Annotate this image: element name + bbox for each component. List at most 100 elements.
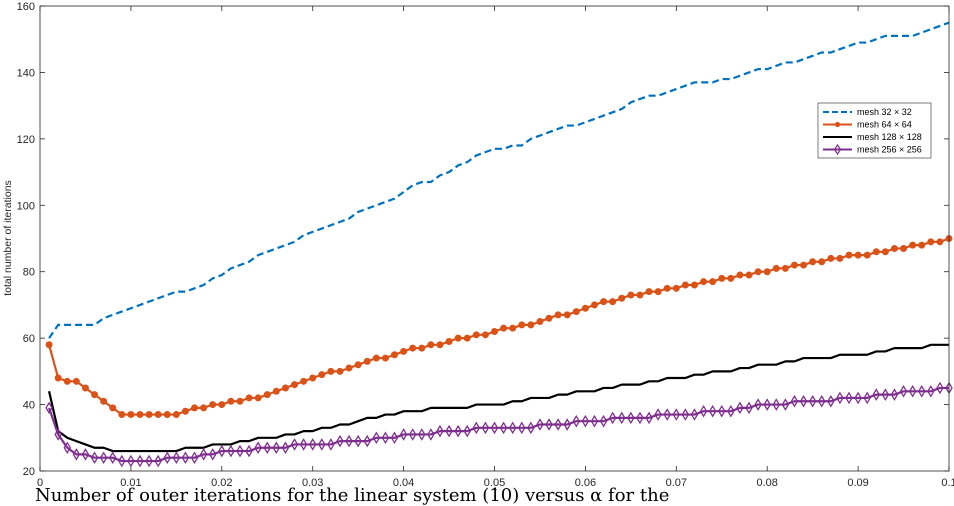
data-point	[54, 374, 62, 382]
data-point	[827, 254, 835, 262]
data-point	[136, 454, 144, 468]
data-point	[509, 324, 517, 332]
data-point	[545, 418, 553, 431]
series-line	[48, 21, 950, 339]
series-line	[48, 237, 950, 416]
data-point	[218, 401, 226, 409]
data-point	[227, 444, 235, 458]
data-point	[445, 424, 453, 438]
data-point	[663, 408, 671, 421]
y-tick-label: 60	[23, 333, 35, 345]
data-point	[418, 344, 426, 352]
data-point	[581, 304, 589, 312]
data-point	[827, 394, 835, 408]
x-tick-label: 0.02	[211, 477, 232, 489]
data-point	[145, 411, 153, 419]
data-point	[754, 268, 762, 276]
data-point	[81, 448, 90, 461]
data-point	[45, 401, 53, 415]
data-point	[318, 371, 326, 379]
data-point	[409, 344, 417, 352]
data-point	[336, 367, 344, 375]
data-point	[381, 354, 389, 362]
data-point	[799, 394, 808, 408]
y-tick-label: 20	[23, 466, 35, 478]
data-point	[709, 278, 717, 286]
data-point	[463, 424, 471, 438]
data-point	[208, 448, 217, 461]
data-point	[518, 321, 526, 329]
data-point	[581, 414, 590, 428]
data-point	[754, 398, 762, 411]
data-point	[781, 264, 789, 272]
data-point	[381, 431, 390, 445]
series-layer	[45, 21, 953, 468]
y-axis-label: total number of iterations	[2, 180, 14, 296]
data-point	[472, 421, 481, 435]
data-point	[454, 334, 462, 342]
data-point	[445, 337, 453, 345]
data-point	[608, 411, 617, 425]
data-point	[772, 264, 780, 272]
data-point	[299, 438, 308, 451]
data-point	[909, 241, 917, 249]
data-point	[418, 428, 426, 441]
data-point	[236, 444, 244, 458]
data-point	[327, 367, 335, 375]
x-tick-label: 0.1	[941, 477, 954, 489]
data-point	[345, 364, 353, 372]
legend-item: mesh 32 × 32	[823, 107, 912, 117]
data-point	[936, 238, 944, 246]
data-point	[491, 328, 498, 335]
data-point	[745, 401, 753, 415]
data-point	[318, 438, 326, 451]
legend-item: mesh 64 × 64	[823, 120, 912, 130]
data-point	[627, 291, 635, 299]
data-point	[763, 398, 771, 411]
data-point	[890, 388, 899, 401]
data-point	[363, 434, 371, 448]
data-point	[163, 451, 172, 464]
line-chart: 0 0.01 0.02 0.03 0.04 0.05 0.06 0.07 0.08 0.09 0.1…	[2, 1, 954, 490]
y-tick-label: 80	[23, 267, 35, 279]
data-point	[699, 404, 708, 418]
data-point	[245, 394, 253, 402]
data-point	[736, 401, 744, 415]
data-point	[663, 284, 671, 292]
y-tick-label: 40	[23, 400, 35, 412]
data-point	[727, 404, 735, 418]
data-point	[99, 451, 108, 464]
legend-label: mesh 64 × 64	[857, 120, 912, 130]
data-point	[627, 411, 635, 425]
data-point	[899, 385, 908, 398]
data-point	[881, 388, 890, 401]
data-point	[236, 397, 244, 405]
data-point	[209, 401, 217, 409]
data-point	[81, 384, 89, 392]
data-point	[672, 408, 681, 421]
data-point	[454, 424, 462, 438]
data-point	[227, 397, 235, 405]
data-point	[600, 298, 608, 306]
data-point	[508, 421, 517, 435]
data-point	[927, 238, 935, 246]
data-point	[590, 414, 599, 428]
data-point	[863, 391, 871, 405]
data-point	[408, 428, 417, 441]
data-point	[254, 394, 262, 402]
data-point	[518, 421, 526, 435]
data-point	[190, 451, 199, 464]
data-point	[391, 351, 399, 359]
data-point	[717, 404, 726, 418]
data-point	[427, 341, 435, 349]
data-point	[390, 431, 399, 445]
data-point	[118, 411, 126, 419]
data-point	[690, 281, 698, 289]
data-point	[45, 341, 53, 349]
data-point	[563, 311, 571, 319]
data-point	[927, 385, 935, 398]
data-point	[63, 441, 72, 455]
data-point	[290, 438, 299, 451]
data-point	[436, 424, 444, 438]
data-point	[245, 444, 253, 458]
